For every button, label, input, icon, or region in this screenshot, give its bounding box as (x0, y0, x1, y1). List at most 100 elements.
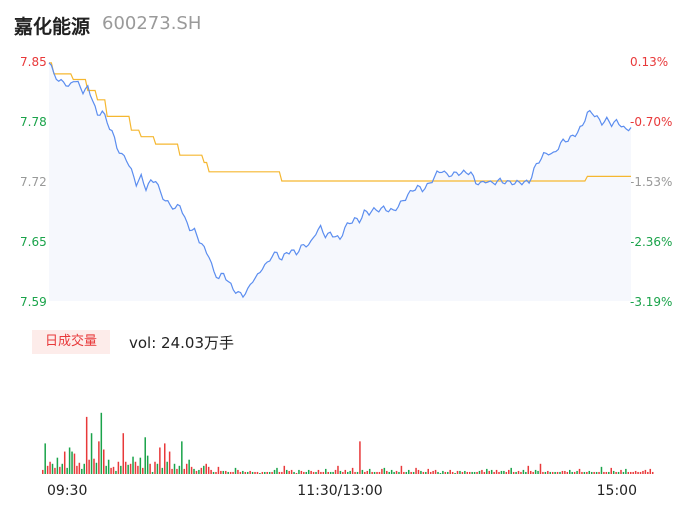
volume-bar (334, 469, 337, 474)
volume-bar (120, 465, 122, 474)
volume-bar (551, 471, 554, 474)
volume-bar (271, 471, 273, 474)
volume-summary: vol: 24.03万手 (129, 334, 234, 352)
volume-bar (417, 469, 420, 474)
volume-bar (559, 471, 561, 474)
volume-bar (76, 465, 78, 474)
volume-bar (68, 447, 71, 474)
volume-bar (512, 471, 515, 474)
volume-bar (110, 467, 112, 474)
volume-bar (420, 470, 422, 474)
volume-bar (583, 471, 586, 474)
volume-bar (356, 471, 359, 474)
volume-bar (307, 469, 310, 474)
volume-bar (51, 463, 54, 474)
volume-bar (132, 456, 134, 474)
volume-bar (154, 461, 156, 474)
time-label-close: 15:00 (597, 483, 637, 499)
volume-bar (193, 468, 195, 474)
volume-bar (337, 465, 339, 474)
volume-bar (359, 441, 361, 474)
volume-bar (59, 466, 61, 474)
volume-bar (185, 463, 188, 474)
volume-bar (539, 463, 542, 474)
volume-bar (432, 470, 434, 474)
volume-bar (434, 469, 437, 474)
volume-bar (171, 468, 173, 474)
volume-bar (537, 470, 539, 474)
volume-bar (456, 470, 459, 474)
volume-bar (288, 470, 290, 474)
volume-bar (466, 471, 469, 474)
volume-bar (342, 471, 344, 474)
volume-bar (600, 466, 603, 474)
volume-bars (42, 412, 654, 474)
volume-bar (622, 471, 625, 474)
volume-bar (581, 471, 583, 474)
volume-bar (400, 465, 403, 474)
volume-bar (88, 459, 90, 474)
volume-bar (117, 461, 120, 474)
volume-bar (437, 471, 439, 474)
price-tick: 7.85 (20, 55, 47, 69)
volume-bar (295, 472, 298, 474)
volume-bar (412, 471, 415, 474)
volume-bar (320, 471, 322, 474)
volume-bar (285, 469, 288, 474)
volume-bar (508, 469, 510, 474)
volume-bar (71, 451, 73, 474)
volume-bar (112, 466, 115, 474)
volume-bar (259, 472, 261, 474)
price-tick: 7.65 (20, 235, 47, 249)
volume-bar (207, 466, 210, 474)
volume-bar (386, 470, 388, 474)
volume-bar (281, 471, 283, 474)
volume-bar (603, 471, 605, 474)
volume-bar (100, 412, 103, 474)
volume-bar (532, 471, 534, 474)
volume-bar (561, 470, 564, 474)
volume-bar (373, 471, 376, 474)
volume-bar (317, 469, 320, 474)
volume-bar (459, 470, 461, 474)
volume-bar (183, 468, 186, 474)
volume-bar (176, 468, 178, 474)
volume-bar (415, 467, 417, 474)
volume-bar (188, 459, 190, 474)
volume-bar (229, 471, 232, 474)
volume-bar (598, 471, 600, 474)
volume-bar (178, 465, 181, 474)
volume-tag: 日成交量 (32, 330, 110, 354)
volume-bar (203, 465, 205, 474)
volume-bar (63, 451, 66, 474)
volume-bar (478, 470, 481, 474)
volume-bar (493, 471, 495, 474)
volume-bar (410, 471, 412, 474)
volume-bar (378, 471, 381, 474)
volume-bar (49, 461, 51, 474)
volume-bar (461, 471, 464, 474)
volume-bar (630, 471, 632, 474)
volume-bar (407, 469, 410, 474)
volume-bar (427, 468, 429, 474)
volume-bar (569, 469, 571, 474)
volume-bar (449, 469, 451, 474)
volume-bar (61, 463, 64, 474)
stock-code: 600273.SH (102, 13, 202, 34)
volume-bar (388, 471, 390, 474)
volume-bar (246, 471, 249, 474)
volume-bar (637, 471, 639, 474)
volume-bar (464, 470, 466, 474)
price-axis-left: 7.85 7.78 7.72 7.65 7.59 (20, 55, 47, 309)
volume-bar (156, 463, 159, 474)
volume-bar (571, 471, 573, 474)
volume-bar (95, 462, 98, 474)
volume-bar (224, 470, 227, 474)
volume-bar (608, 471, 610, 474)
volume-bar (142, 467, 144, 474)
volume-bar (105, 465, 107, 474)
volume-bar (505, 471, 508, 474)
volume-bar (139, 457, 142, 474)
volume-bar (124, 461, 127, 474)
